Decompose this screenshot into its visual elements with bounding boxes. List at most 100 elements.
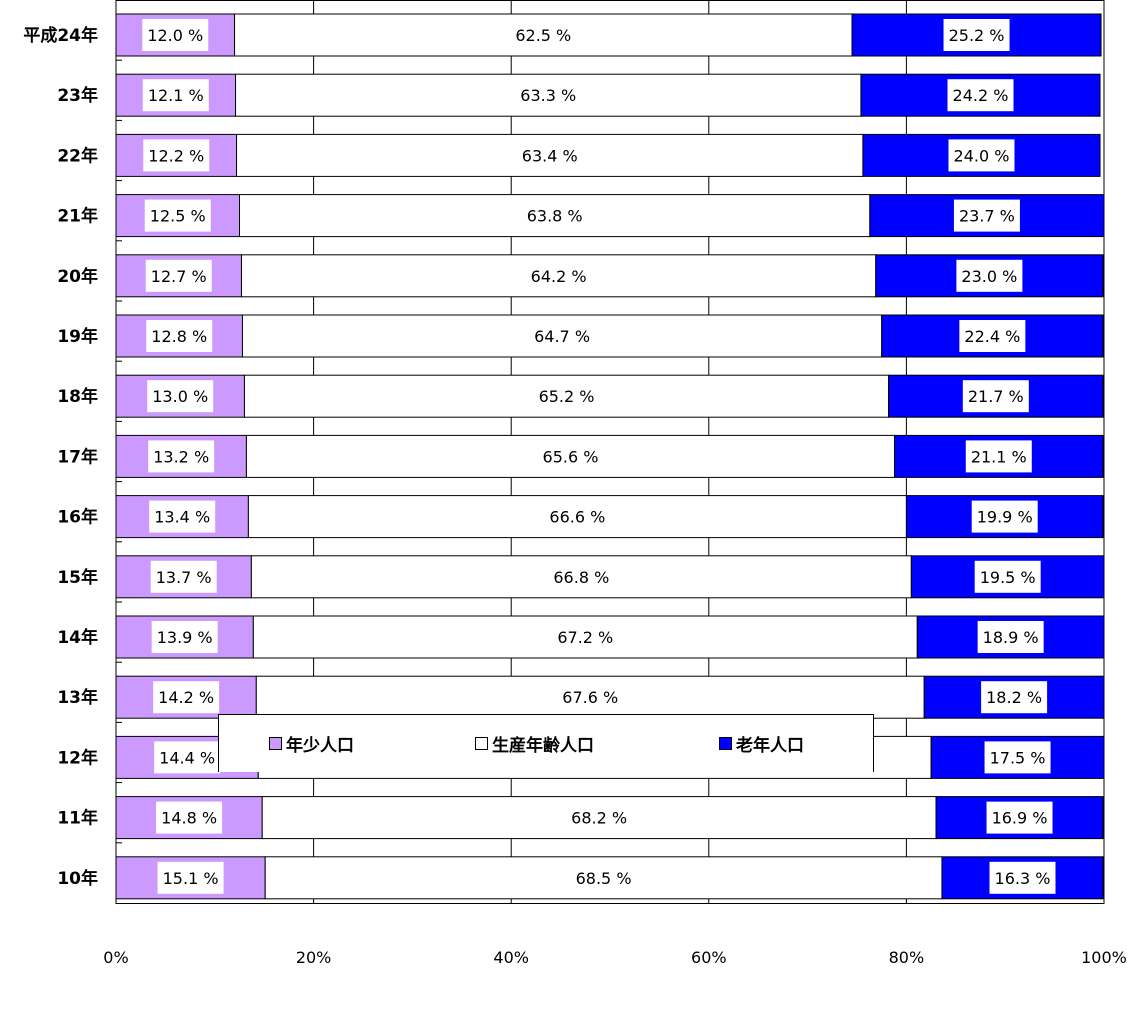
category-label: 19年 <box>57 326 98 347</box>
bar-segment <box>235 73 862 117</box>
legend-swatch-young <box>269 736 282 750</box>
data-label: 14.4 % <box>159 748 215 767</box>
data-label-bg <box>981 681 1048 714</box>
data-label-bg <box>151 621 218 653</box>
data-label-bg <box>148 440 215 473</box>
data-label-bg <box>959 320 1026 352</box>
axis-layer: 0% 20% 40% 60% 80% 100% 平成24年 23年 22年 21年 20年 19年 18… <box>23 25 1127 967</box>
data-label: 68.5 % <box>576 869 632 888</box>
data-label-bg <box>989 861 1056 894</box>
bar-segment <box>245 434 896 478</box>
legend-label-elderly: 老年人口 <box>736 735 804 756</box>
category-label: 14年 <box>57 627 98 648</box>
category-label: 17年 <box>57 446 98 467</box>
category-label: 13年 <box>57 687 98 708</box>
x-tick-label: 80% <box>889 948 925 967</box>
data-label: 23.0 % <box>961 267 1017 286</box>
data-label: 13.7 % <box>156 568 212 587</box>
data-label: 16.9 % <box>992 809 1048 828</box>
data-label-bg <box>157 861 224 894</box>
data-label: 14.2 % <box>158 688 214 707</box>
data-label-bg <box>962 380 1029 413</box>
category-label: 15年 <box>57 567 98 588</box>
bar-segment <box>240 254 877 298</box>
data-label: 62.5 % <box>515 26 571 45</box>
data-label-bg <box>149 500 216 533</box>
data-label: 24.2 % <box>953 86 1009 105</box>
data-label: 63.4 % <box>522 146 578 165</box>
data-label: 68.2 % <box>571 809 627 828</box>
data-label-bg <box>984 741 1051 774</box>
legend-label-working: 生産年齢人口 <box>492 735 594 756</box>
data-label: 18.2 % <box>986 688 1042 707</box>
data-label: 13.9 % <box>157 628 213 647</box>
data-label: 16.3 % <box>995 869 1051 888</box>
data-label-bg <box>153 681 220 714</box>
data-label: 65.6 % <box>543 447 599 466</box>
category-label: 16年 <box>57 507 98 528</box>
category-label: 平成24年 <box>23 25 98 46</box>
data-label-bg <box>144 199 211 232</box>
x-tick-label: 40% <box>493 948 529 967</box>
data-label: 15.1 % <box>163 869 219 888</box>
data-label: 63.8 % <box>527 207 583 226</box>
category-label: 18年 <box>57 386 98 407</box>
legend-swatch-working <box>475 736 488 750</box>
category-label: 12年 <box>57 747 98 768</box>
data-label: 12.0 % <box>147 26 203 45</box>
bar-segment <box>247 495 907 539</box>
data-label: 13.2 % <box>153 447 209 466</box>
data-label: 13.4 % <box>154 508 210 527</box>
data-label: 64.2 % <box>531 267 587 286</box>
bar-segment <box>241 314 883 358</box>
data-label: 12.8 % <box>151 327 207 346</box>
data-label-bg <box>956 259 1023 292</box>
data-label: 12.7 % <box>151 267 207 286</box>
data-label-bg <box>145 259 212 292</box>
data-label: 24.0 % <box>954 146 1010 165</box>
category-label: 11年 <box>57 808 98 829</box>
data-label: 19.5 % <box>980 568 1036 587</box>
data-label: 18.9 % <box>983 628 1039 647</box>
data-label-bg <box>986 801 1053 834</box>
data-label: 66.8 % <box>553 568 609 587</box>
data-label-bg <box>974 560 1041 593</box>
data-label-bg <box>154 741 221 774</box>
data-label: 22.4 % <box>964 327 1020 346</box>
data-label-bg <box>146 320 213 352</box>
data-label: 17.5 % <box>990 748 1046 767</box>
bar-segment <box>239 194 871 238</box>
data-label: 21.1 % <box>971 447 1027 466</box>
x-tick-label: 0% <box>103 948 128 967</box>
data-label: 67.2 % <box>557 628 613 647</box>
category-label: 23年 <box>57 85 98 106</box>
category-label: 10年 <box>57 868 98 889</box>
bar-segment <box>236 133 864 177</box>
data-label: 65.2 % <box>539 387 595 406</box>
data-label-bg <box>948 139 1015 172</box>
labels-layer: 12.0 % 62.5 % 25.2 % 12.1 % 63.3 % 24.2 % 12.2… <box>142 19 1056 894</box>
bar-segment <box>252 615 918 659</box>
legend-swatch-elderly <box>719 736 732 750</box>
bar-segment <box>234 13 853 57</box>
bar-segment <box>250 555 912 599</box>
data-label: 66.6 % <box>549 508 605 527</box>
data-label: 67.6 % <box>562 688 618 707</box>
data-label: 21.7 % <box>968 387 1024 406</box>
legend-item-working: 生産年齢人口 <box>475 731 594 756</box>
bar-segment <box>255 675 925 719</box>
data-label: 12.2 % <box>148 146 204 165</box>
data-label: 12.5 % <box>150 207 206 226</box>
bar-segment <box>243 374 890 418</box>
data-label-bg <box>147 380 214 413</box>
data-label-bg <box>965 440 1032 473</box>
category-label: 21年 <box>57 206 98 227</box>
data-label-bg <box>947 79 1014 112</box>
legend-item-elderly: 老年人口 <box>719 731 804 756</box>
data-label: 13.0 % <box>152 387 208 406</box>
category-label: 22年 <box>57 145 98 166</box>
data-label: 63.3 % <box>520 86 576 105</box>
data-label: 19.9 % <box>977 508 1033 527</box>
data-label: 14.8 % <box>161 809 217 828</box>
